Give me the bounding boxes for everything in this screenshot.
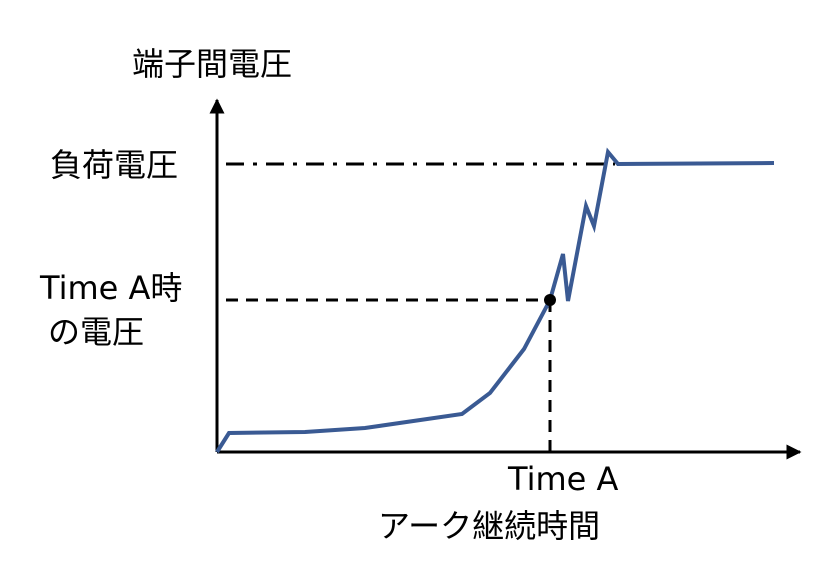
x-axis-label: アーク継続時間 xyxy=(378,507,601,545)
voltage-at-time-a-label-line2: の電圧 xyxy=(48,313,145,351)
time-a-tick-label: Time A xyxy=(508,460,619,498)
voltage-at-time-a-label-line1: Time A時 xyxy=(40,269,183,307)
load-voltage-label: 負荷電圧 xyxy=(50,146,179,184)
y-axis-label: 端子間電圧 xyxy=(132,45,293,83)
time-a-point xyxy=(544,294,556,306)
terminal-voltage-curve xyxy=(215,147,775,454)
